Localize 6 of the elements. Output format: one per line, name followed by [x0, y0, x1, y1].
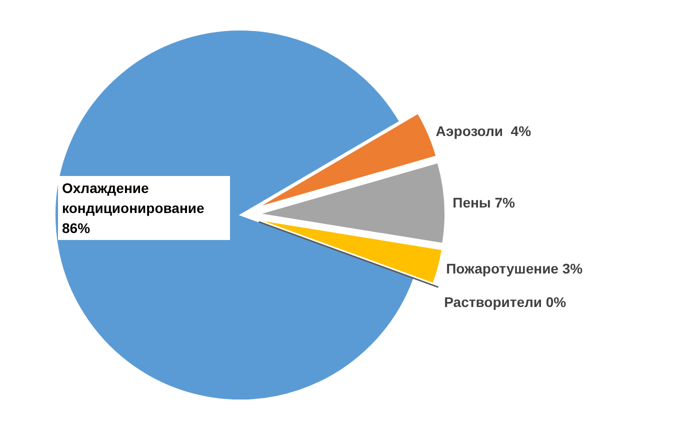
- data-label: 86%: [62, 220, 91, 236]
- slice-label: Пены 7%: [452, 194, 516, 210]
- slice-label: Пожаротушение 3%: [446, 260, 584, 277]
- slice-label: Аэрозоли 4%: [436, 123, 532, 140]
- slice-label: Охлаждение кондиционирование: [62, 180, 205, 216]
- category-label: Растворители 0%: [444, 294, 566, 310]
